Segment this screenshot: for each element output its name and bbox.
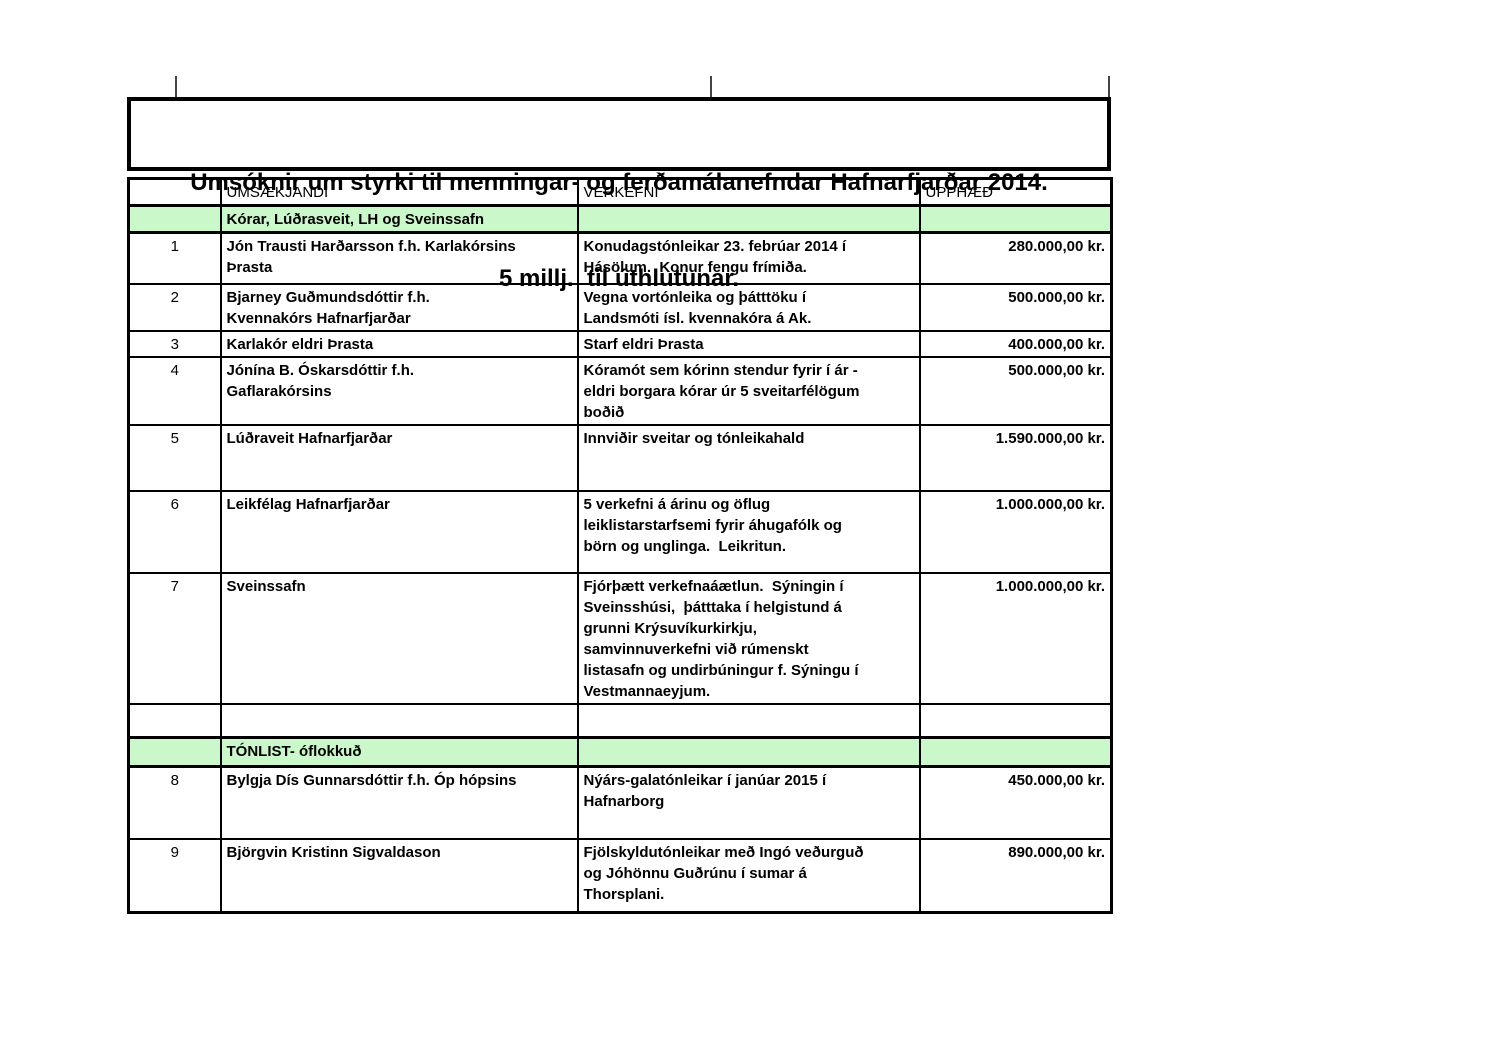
table-row-5: 5 Lúðraveit Hafnarfjarðar Innviðir sveit…: [127, 423, 1113, 492]
amount-cell: 280.000,00 kr.: [918, 231, 1113, 285]
section-label-cell: TÓNLIST- óflokkuð: [219, 736, 579, 768]
row-number-cell: 8: [127, 765, 222, 840]
amount-cell: 890.000,00 kr.: [918, 837, 1113, 914]
project-cell: Innviðir sveitar og tónleikahald: [576, 423, 921, 492]
grants-table: UMSÆKJANDI VERKEFNI UPPHÆÐ Kórar, Lúðras…: [127, 177, 1113, 914]
section-project-cell: [576, 736, 921, 768]
applicant-cell: Jónína B. Óskarsdóttir f.h. Gaflarakórsi…: [219, 355, 579, 426]
row-number-cell: 1: [127, 231, 222, 285]
applicant-cell: Sveinssafn: [219, 571, 579, 705]
applicant-cell: Bylgja Dís Gunnarsdóttir f.h. Óp hópsins: [219, 765, 579, 840]
table-row-3: 3 Karlakór eldri Þrasta Starf eldri Þras…: [127, 329, 1113, 358]
project-cell: Fjórþætt verkefnaáætlun. Sýningin í Svei…: [576, 571, 921, 705]
project-cell: Starf eldri Þrasta: [576, 329, 921, 358]
table-row-7: 7 Sveinssafn Fjórþætt verkefnaáætlun. Sý…: [127, 571, 1113, 705]
row-number-cell: 3: [127, 329, 222, 358]
amount-cell: 500.000,00 kr.: [918, 355, 1113, 426]
row-number-cell: [127, 204, 222, 234]
project-cell: Nýárs-galatónleikar í janúar 2015 í Hafn…: [576, 765, 921, 840]
section-row-korar: Kórar, Lúðrasveit, LH og Sveinssafn: [127, 204, 1113, 234]
table-row-empty: [127, 702, 1113, 739]
header-amount-cell: UPPHÆÐ: [918, 177, 1113, 207]
project-cell: Fjölskyldutónleikar með Ingó veðurguð og…: [576, 837, 921, 914]
row-number-cell: 7: [127, 571, 222, 705]
table-row-4: 4 Jónína B. Óskarsdóttir f.h. Gaflarakór…: [127, 355, 1113, 426]
applicant-cell: Karlakór eldri Þrasta: [219, 329, 579, 358]
amount-cell: 1.000.000,00 kr.: [918, 571, 1113, 705]
amount-cell: 450.000,00 kr.: [918, 765, 1113, 840]
section-amount-cell: [918, 736, 1113, 768]
applicant-cell: Björgvin Kristinn Sigvaldason: [219, 837, 579, 914]
section-project-cell: [576, 204, 921, 234]
row-number-cell: 2: [127, 282, 222, 332]
header-num-cell: [127, 177, 222, 207]
table-row-1: 1 Jón Trausti Harðarsson f.h. Karlakórsi…: [127, 231, 1113, 285]
applicant-cell: Bjarney Guðmundsdóttir f.h. Kvennakórs H…: [219, 282, 579, 332]
project-cell: Konudagstónleikar 23. febrúar 2014 í Hás…: [576, 231, 921, 285]
grid-remnant-tick: [175, 76, 177, 97]
section-label-cell: Kórar, Lúðrasveit, LH og Sveinssafn: [219, 204, 579, 234]
amount-cell: 400.000,00 kr.: [918, 329, 1113, 358]
header-project-cell: VERKEFNI: [576, 177, 921, 207]
project-cell: Kóramót sem kórinn stendur fyrir í ár - …: [576, 355, 921, 426]
applicant-cell: Leikfélag Hafnarfjarðar: [219, 489, 579, 574]
table-row-9: 9 Björgvin Kristinn Sigvaldason Fjölskyl…: [127, 837, 1113, 914]
amount-cell: [918, 702, 1113, 739]
grid-remnant-tick: [710, 76, 712, 97]
row-number-cell: 9: [127, 837, 222, 914]
section-row-tonlist: TÓNLIST- óflokkuð: [127, 736, 1113, 768]
table-header-row: UMSÆKJANDI VERKEFNI UPPHÆÐ: [127, 177, 1113, 207]
table-row-2: 2 Bjarney Guðmundsdóttir f.h. Kvennakórs…: [127, 282, 1113, 332]
table-row-6: 6 Leikfélag Hafnarfjarðar 5 verkefni á á…: [127, 489, 1113, 574]
row-number-cell: 5: [127, 423, 222, 492]
project-cell: 5 verkefni á árinu og öflug leiklistarst…: [576, 489, 921, 574]
row-number-cell: [127, 702, 222, 739]
applicant-cell: Lúðraveit Hafnarfjarðar: [219, 423, 579, 492]
section-amount-cell: [918, 204, 1113, 234]
grid-remnant-tick: [1108, 76, 1110, 97]
project-cell: Vegna vortónleika og þátttöku í Landsmót…: [576, 282, 921, 332]
amount-cell: 1.590.000,00 kr.: [918, 423, 1113, 492]
applicant-cell: Jón Trausti Harðarsson f.h. Karlakórsins…: [219, 231, 579, 285]
row-number-cell: 4: [127, 355, 222, 426]
row-number-cell: 6: [127, 489, 222, 574]
row-number-cell: [127, 736, 222, 768]
header-applicant-cell: UMSÆKJANDI: [219, 177, 579, 207]
table-row-8: 8 Bylgja Dís Gunnarsdóttir f.h. Óp hópsi…: [127, 765, 1113, 840]
amount-cell: 1.000.000,00 kr.: [918, 489, 1113, 574]
title-box: Umsóknir um styrki til menningar- og fer…: [127, 97, 1111, 292]
amount-cell: 500.000,00 kr.: [918, 282, 1113, 332]
applicant-cell: [219, 702, 579, 739]
project-cell: [576, 702, 921, 739]
